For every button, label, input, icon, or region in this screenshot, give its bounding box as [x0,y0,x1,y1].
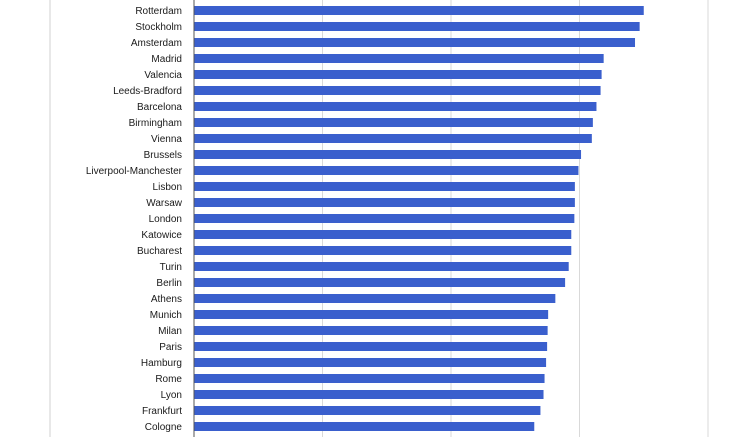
bar [194,422,535,431]
bar [194,326,548,335]
bar [194,374,545,383]
bar [194,294,556,303]
bar [194,150,582,159]
category-label: Lisbon [153,182,182,193]
category-label: Frankfurt [142,406,182,417]
category-label: Leeds-Bradford [113,86,182,97]
category-labels: Rotterdam Stockholm Amsterdam Madrid Valenci… [86,6,183,433]
bar [194,390,544,399]
category-label: Amsterdam [131,38,182,49]
category-label: Warsaw [146,198,183,209]
category-label: Athens [151,294,182,305]
category-label: Katowice [141,230,182,241]
bar [194,214,575,223]
category-label: Munich [150,310,182,321]
category-label: London [149,214,182,225]
category-label: Turin [160,262,182,273]
bar [194,230,572,239]
category-label: Birmingham [129,118,182,129]
category-label: Liverpool-Manchester [86,166,183,177]
bar [194,182,575,191]
bar [194,198,575,207]
bar [194,102,597,111]
bar [194,134,592,143]
category-label: Berlin [156,278,182,289]
bar [194,262,569,271]
bar [194,406,541,415]
bar [194,166,579,175]
bar [194,54,604,63]
category-label: Hamburg [141,358,182,369]
category-label: Stockholm [135,22,182,33]
category-label: Rome [155,374,182,385]
bar [194,278,566,287]
bar [194,310,549,319]
category-label: Lyon [161,390,182,401]
category-label: Cologne [145,422,183,433]
category-label: Barcelona [137,102,182,113]
bar [194,342,548,351]
bars [194,6,644,431]
category-label: Milan [158,326,182,337]
bar [194,70,602,79]
bar [194,246,572,255]
category-label: Rotterdam [135,6,182,17]
bar [194,38,636,47]
bar [194,86,601,95]
category-label: Madrid [151,54,182,65]
bar [194,22,640,31]
category-label: Valencia [144,70,182,81]
category-label: Bucharest [137,246,182,257]
category-label: Brussels [144,150,182,161]
bar [194,358,547,367]
bar [194,118,593,127]
category-label: Paris [159,342,182,353]
bar [194,6,644,15]
category-label: Vienna [151,134,182,145]
